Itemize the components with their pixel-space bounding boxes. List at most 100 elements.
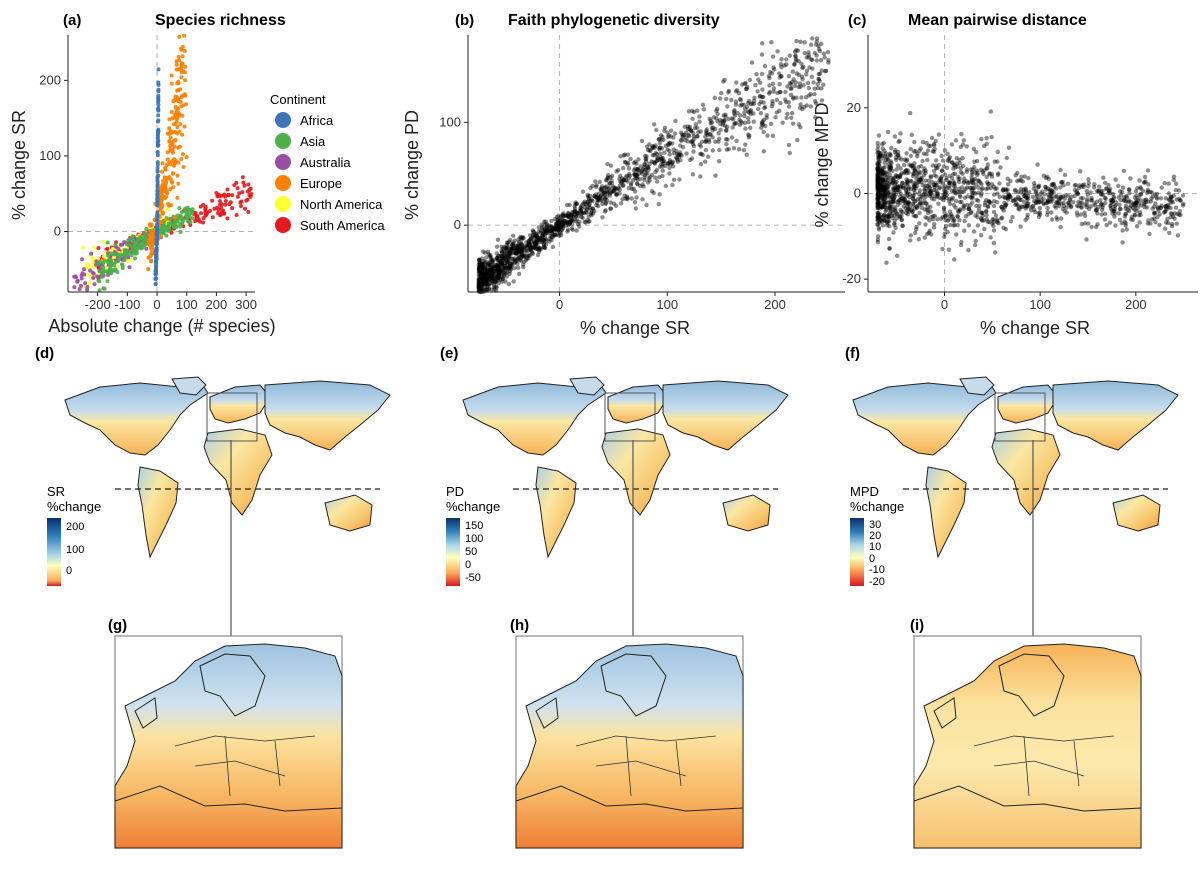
data-point xyxy=(643,153,648,159)
data-point xyxy=(1082,221,1088,226)
data-point xyxy=(616,168,621,173)
data-point xyxy=(1018,187,1024,192)
data-point xyxy=(1015,178,1020,184)
data-point xyxy=(939,153,944,158)
data-point xyxy=(994,200,1000,205)
data-point xyxy=(551,232,556,238)
data-point xyxy=(1003,203,1008,208)
data-point xyxy=(482,277,487,282)
data-point xyxy=(495,278,501,283)
data-point xyxy=(538,230,543,235)
data-point-south-america xyxy=(244,198,249,203)
data-point xyxy=(599,188,604,193)
data-point xyxy=(555,218,560,223)
continent-south-america xyxy=(137,466,179,559)
data-point xyxy=(734,138,739,144)
data-point xyxy=(714,108,719,113)
data-point-north-america xyxy=(91,258,96,263)
data-point-europe xyxy=(176,181,181,186)
data-point xyxy=(573,202,578,207)
data-point xyxy=(877,159,882,164)
data-point xyxy=(478,282,483,288)
data-point xyxy=(668,159,673,165)
data-point xyxy=(584,207,590,212)
data-point-europe xyxy=(179,66,184,71)
data-point-europe xyxy=(171,99,176,104)
data-point xyxy=(891,230,896,235)
data-point xyxy=(679,153,684,158)
data-point xyxy=(743,86,749,92)
data-point xyxy=(924,141,929,146)
data-point xyxy=(975,223,981,228)
data-point xyxy=(644,202,649,208)
data-point xyxy=(499,269,505,274)
data-point xyxy=(940,158,946,163)
data-point xyxy=(494,284,499,289)
data-point xyxy=(631,160,637,166)
data-point xyxy=(1089,195,1094,201)
data-point-europe xyxy=(173,121,178,126)
data-point xyxy=(528,237,533,242)
data-point xyxy=(502,271,507,277)
data-point xyxy=(995,159,1000,164)
data-point xyxy=(971,229,977,234)
data-point xyxy=(520,252,525,257)
data-point-europe xyxy=(177,58,181,63)
colorbar-f-tick: -20 xyxy=(869,576,885,588)
data-point-australia xyxy=(79,276,84,281)
data-point xyxy=(606,190,611,195)
data-point xyxy=(618,154,623,159)
data-point xyxy=(476,277,482,282)
data-point-south-america xyxy=(247,193,252,198)
data-point xyxy=(756,106,761,112)
data-point xyxy=(481,281,486,287)
data-point xyxy=(1069,204,1074,209)
data-point xyxy=(908,233,913,238)
data-point-africa xyxy=(154,234,159,239)
data-point xyxy=(573,219,579,224)
data-point xyxy=(495,258,500,263)
data-point xyxy=(1045,174,1050,179)
data-point xyxy=(726,88,732,94)
data-point xyxy=(477,277,482,282)
legend-item-label: Europe xyxy=(300,176,342,191)
data-point xyxy=(796,58,801,64)
continent-africa xyxy=(991,428,1061,516)
data-point xyxy=(670,182,675,188)
data-point xyxy=(1065,181,1071,186)
data-point xyxy=(487,267,493,272)
data-point-asia xyxy=(101,265,106,270)
data-point xyxy=(770,99,775,104)
data-point xyxy=(988,235,993,240)
data-point xyxy=(568,219,574,224)
data-point xyxy=(516,252,522,257)
data-point xyxy=(634,167,640,172)
continent-asia xyxy=(264,380,391,451)
data-point xyxy=(993,186,998,191)
data-point xyxy=(969,172,975,177)
data-point xyxy=(762,63,768,69)
data-point xyxy=(573,214,578,219)
data-point xyxy=(537,246,542,251)
data-point xyxy=(952,184,958,189)
world-map-d xyxy=(64,376,391,559)
data-point xyxy=(659,162,664,167)
data-point xyxy=(973,238,978,244)
data-point xyxy=(931,225,937,230)
data-point-asia xyxy=(109,251,113,256)
data-point xyxy=(1076,199,1081,204)
data-point xyxy=(540,232,545,238)
data-point xyxy=(1107,220,1113,225)
data-point-south-america xyxy=(223,202,228,207)
data-point xyxy=(983,156,989,162)
data-point xyxy=(481,266,486,271)
continent-asia xyxy=(662,380,789,451)
data-point xyxy=(532,240,538,245)
data-point xyxy=(721,79,726,84)
data-point xyxy=(640,167,646,172)
data-point xyxy=(549,224,554,229)
data-point-australia xyxy=(80,257,84,262)
data-point xyxy=(1113,223,1118,228)
data-point xyxy=(554,227,559,233)
data-point xyxy=(678,158,683,163)
